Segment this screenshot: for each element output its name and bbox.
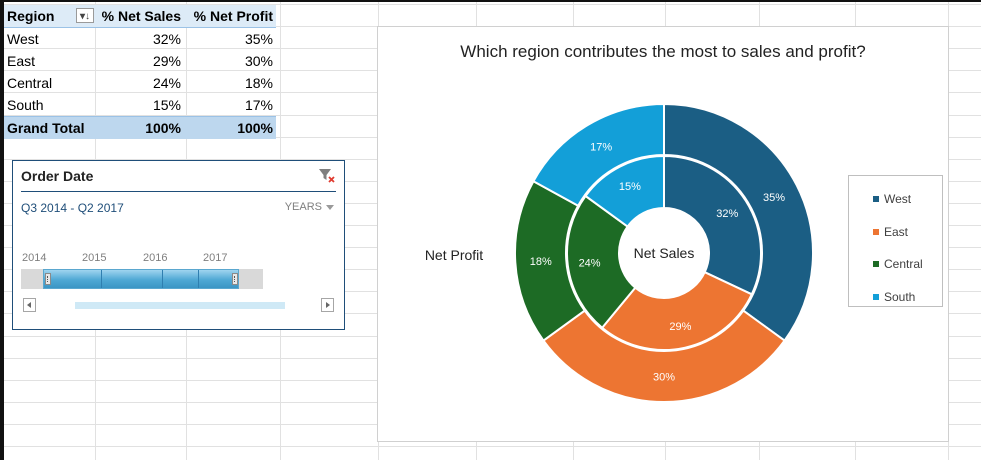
table-row[interactable]: South 15% 17% [4,94,276,117]
chart-legend[interactable]: West East Central South [848,175,943,307]
slice-inner-central[interactable] [566,194,637,330]
data-label: 35% [763,192,785,204]
grand-total-label[interactable]: Grand Total [4,116,96,139]
timeline-selection-bar[interactable] [43,269,239,289]
legend-item-central[interactable]: Central [873,257,923,271]
chevron-down-icon [326,204,334,210]
clear-filter-icon[interactable] [318,167,336,185]
legend-label: West [884,192,912,206]
profit-cell[interactable]: 35% [244,31,273,47]
timeline-end-handle[interactable] [232,273,238,285]
chart-title[interactable]: Which region contributes the most to sal… [460,42,866,61]
slice-inner-west[interactable] [663,154,762,296]
data-label: 24% [579,257,601,269]
table-row[interactable]: Central 24% 18% [4,72,276,94]
grand-total-profit[interactable]: 100% [184,116,276,139]
data-label: 15% [619,181,641,193]
time-level-label: YEARS [284,201,322,213]
legend-item-west[interactable]: West [873,192,911,206]
pivot-table[interactable]: Region ▾↓ % Net Sales % Net Profit West … [4,5,276,139]
region-header-label: Region [7,8,55,24]
grand-total-row[interactable]: Grand Total 100% 100% [4,116,276,139]
legend-swatch [873,293,879,300]
timeline-year-label[interactable]: 2014 [22,252,47,264]
region-cell[interactable]: West [7,31,39,47]
sales-cell[interactable]: 15% [152,97,181,113]
table-row[interactable]: East 29% 30% [4,50,276,72]
time-level-dropdown[interactable]: YEARS [285,201,334,213]
timeline-year-label[interactable]: 2015 [82,252,107,264]
legend-label: Central [884,257,923,271]
timeline-scrollbar-thumb[interactable] [75,302,285,309]
sales-cell[interactable]: 24% [152,75,181,91]
region-cell[interactable]: East [7,53,36,69]
data-label: 30% [653,372,675,384]
slice-outer-east[interactable] [542,309,786,404]
data-label: 18% [530,256,552,268]
region-header[interactable]: Region ▾↓ [4,5,96,28]
timeline-divider [21,191,336,192]
region-cell[interactable]: South [7,97,44,113]
period-separator [162,270,163,288]
legend-label: South [884,290,916,304]
data-label: 29% [669,321,691,333]
period-separator [101,270,102,288]
table-row[interactable]: West 32% 35% [4,28,276,51]
legend-swatch [873,260,879,267]
pivot-header-row: Region ▾↓ % Net Sales % Net Profit [4,5,276,28]
period-separator [198,270,199,288]
region-cell[interactable]: Central [7,75,53,91]
data-label: 32% [716,208,738,220]
doughnut-plot[interactable]: 32% 29% 24% 15% 35% 30% 18% 17% Net Sales Net Pro… [378,27,950,443]
legend-item-east[interactable]: East [873,225,908,239]
slice-outer-south[interactable] [532,102,665,208]
grand-total-sales[interactable]: 100% [96,116,184,139]
net-sales-header[interactable]: % Net Sales [96,5,184,28]
slice-outer-west[interactable] [663,102,814,342]
order-date-timeline[interactable]: Order Date Q3 2014 - Q2 2017 YEARS 2014 … [12,160,345,330]
slice-inner-south[interactable] [584,154,665,228]
timeline-range-label: Q3 2014 - Q2 2017 [21,201,124,215]
timeline-start-handle[interactable] [45,273,51,285]
outer-ring-label: Net Profit [425,247,483,263]
legend-swatch [873,195,879,202]
slice-inner-east[interactable] [600,270,754,351]
sales-cell[interactable]: 29% [152,53,181,69]
doughnut-chart[interactable]: Which region contributes the most to sal… [377,26,949,442]
scroll-right-icon[interactable] [321,298,334,312]
sales-cell[interactable]: 32% [152,31,181,47]
scroll-left-icon[interactable] [23,298,36,312]
timeline-year-label[interactable]: 2016 [143,252,168,264]
timeline-title: Order Date [21,168,94,184]
sort-filter-icon[interactable]: ▾↓ [76,8,94,23]
legend-swatch [873,228,879,235]
legend-item-south[interactable]: South [873,290,915,304]
profit-cell[interactable]: 30% [244,53,273,69]
center-label: Net Sales [634,245,695,261]
legend-label: East [884,225,909,239]
net-profit-header[interactable]: % Net Profit [184,5,276,28]
profit-cell[interactable]: 18% [244,75,273,91]
data-label: 17% [590,142,612,154]
timeline-year-label[interactable]: 2017 [203,252,228,264]
row-header-edge [0,0,4,460]
profit-cell[interactable]: 17% [244,97,273,113]
